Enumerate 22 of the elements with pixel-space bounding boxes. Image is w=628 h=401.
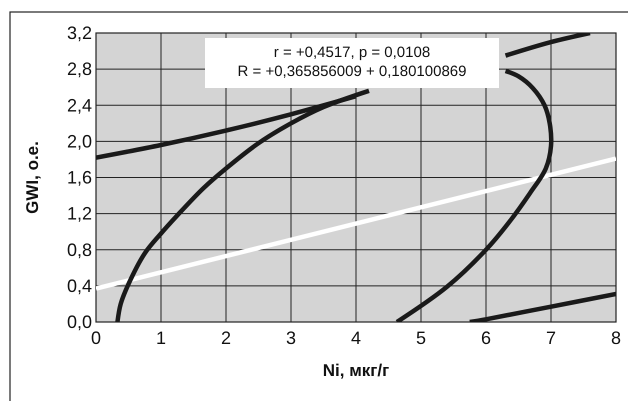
y-tick-label: 2,4 [66, 95, 92, 116]
x-tick-label: 3 [286, 328, 296, 348]
y-tick-label: 1,2 [66, 204, 92, 224]
y-tick-label: 3,2 [66, 23, 92, 43]
x-tick-label: 5 [416, 328, 426, 348]
x-tick-label: 2 [220, 328, 232, 348]
x-tick-label: 0 [90, 328, 102, 348]
y-tick-label: 0,8 [66, 240, 92, 260]
y-tick-label: 1,6 [66, 168, 92, 188]
y-tick-label: 2,8 [66, 59, 92, 80]
y-tick-label: 2,0 [66, 131, 92, 152]
x-axis-title: Ni, мкг/г [322, 361, 390, 380]
y-tick-label: 0,0 [66, 312, 92, 332]
y-tick-label: 0,4 [66, 276, 92, 296]
x-tick-label: 6 [480, 328, 492, 348]
x-tick-label: 8 [610, 328, 622, 348]
x-tick-label: 4 [350, 328, 362, 348]
annotation: R = +0,365856009 + 0,180100869 [238, 63, 466, 80]
annotation: r = +0,4517, p = 0,0108 [274, 44, 430, 61]
x-tick-label: 1 [156, 328, 166, 348]
x-tick-label: 7 [546, 328, 556, 348]
y-axis-title: GWI, о.е. [23, 141, 42, 214]
